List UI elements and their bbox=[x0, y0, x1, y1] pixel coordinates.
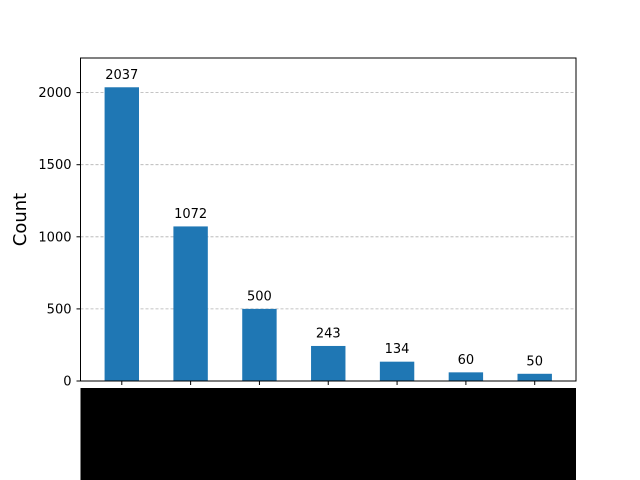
data-label: 50 bbox=[526, 354, 543, 369]
data-label: 243 bbox=[316, 326, 341, 341]
y-tick-label: 2000 bbox=[38, 86, 71, 101]
grid-lines bbox=[80, 92, 576, 310]
bar bbox=[242, 308, 277, 381]
y-tick-label: 1000 bbox=[38, 230, 71, 245]
y-axis-ticks: 0 500 1000 1500 2000 bbox=[38, 86, 81, 390]
data-label: 500 bbox=[247, 289, 272, 304]
data-label: 134 bbox=[385, 342, 410, 357]
y-tick-label: 0 bbox=[63, 375, 71, 390]
y-axis-label: Count bbox=[10, 193, 31, 246]
bar bbox=[311, 345, 346, 381]
bar bbox=[517, 373, 552, 381]
bar bbox=[104, 87, 139, 381]
x-axis-ticks bbox=[121, 381, 536, 385]
data-label: 2037 bbox=[105, 68, 138, 83]
data-label: 1072 bbox=[174, 207, 207, 222]
plot-frame bbox=[80, 57, 577, 382]
bar bbox=[379, 361, 415, 381]
bars bbox=[104, 87, 552, 381]
bar bbox=[173, 226, 208, 381]
bar bbox=[448, 372, 484, 381]
x-tick-labels-redacted-area bbox=[80, 388, 576, 480]
y-tick-label: 1500 bbox=[38, 158, 71, 173]
data-labels: 2037 1072 500 243 134 60 50 bbox=[105, 68, 543, 370]
data-label: 60 bbox=[458, 353, 475, 368]
y-tick-label: 500 bbox=[47, 302, 72, 317]
